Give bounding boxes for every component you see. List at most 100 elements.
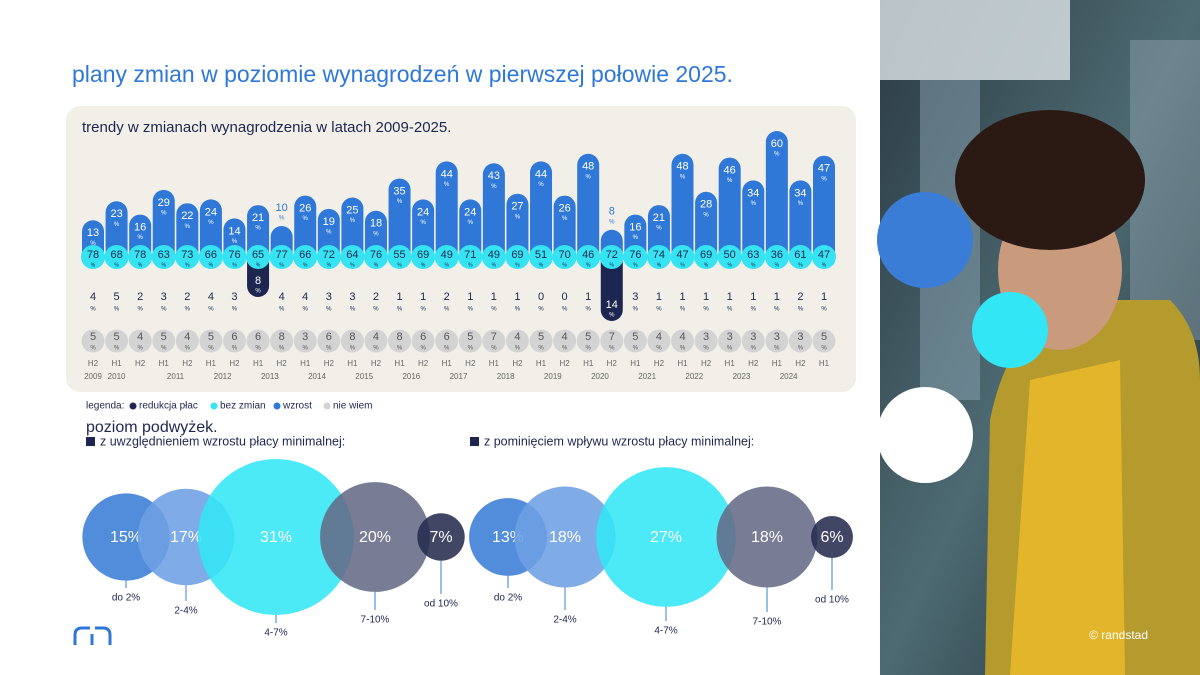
dont-know-dot: [765, 329, 789, 353]
unit-label: %: [137, 346, 143, 352]
unit-label: %: [609, 346, 615, 352]
decrease-label: 1: [396, 291, 402, 303]
period-label: H1: [206, 359, 217, 368]
period-label: H1: [159, 359, 170, 368]
increase-label: 8: [609, 206, 615, 218]
unit-label: %: [703, 346, 709, 352]
unit-label: %: [633, 346, 639, 352]
increase-label: 28: [700, 199, 712, 211]
raises-title: poziom podwyżek.: [86, 419, 218, 436]
dont-know-dot: [81, 329, 105, 353]
bubble-label: 20%: [359, 529, 391, 546]
unit-label: %: [774, 152, 780, 158]
bubble-label: 7%: [429, 529, 452, 546]
dont-know-label: 3: [774, 331, 780, 343]
decrease-label: 4: [90, 291, 96, 303]
increase-label: 27: [511, 201, 523, 213]
unit-label: %: [468, 307, 474, 313]
decrease-label: 2: [797, 291, 803, 303]
increase-bar: [742, 180, 765, 265]
decrease-label: 2: [444, 291, 450, 303]
unit-label: %: [680, 174, 686, 180]
unit-label: %: [656, 307, 662, 313]
unit-label: %: [326, 229, 332, 235]
unit-label: %: [656, 226, 662, 232]
no-change-dot: [104, 245, 129, 269]
dont-know-dot: [199, 329, 223, 353]
title: plany zmian w poziomie wynagrodzeń w pie…: [72, 61, 733, 87]
decrease-label: 1: [420, 291, 426, 303]
no-change-dot: [175, 245, 200, 269]
increase-label: 44: [535, 168, 547, 180]
dont-know-dot: [647, 329, 671, 353]
decrease-label: 1: [656, 291, 662, 303]
increase-bar: [388, 178, 411, 265]
unit-label: %: [114, 222, 120, 228]
dont-know-dot: [364, 329, 388, 353]
legend-title: legenda:: [86, 401, 124, 412]
dont-know-label: 5: [90, 331, 96, 343]
unit-label: %: [444, 346, 450, 352]
no-change-dot: [481, 245, 506, 269]
increase-label: 44: [441, 168, 453, 180]
unit-label: %: [774, 307, 780, 313]
bubble: [514, 486, 616, 588]
increase-label: 21: [653, 212, 665, 224]
unit-label: %: [586, 262, 591, 268]
unit-label: %: [161, 210, 167, 216]
period-label: H1: [300, 359, 311, 368]
year-label: 2009: [84, 372, 102, 381]
unit-label: %: [326, 346, 332, 352]
dont-know-label: 4: [514, 331, 520, 343]
decrease-label: 2: [137, 291, 143, 303]
dont-know-label: 5: [632, 331, 638, 343]
unit-label: %: [610, 262, 615, 268]
dont-know-label: 6: [255, 331, 261, 343]
decrease-label: 4: [208, 291, 214, 303]
unit-label: %: [444, 262, 449, 268]
increase-bar: [718, 157, 741, 265]
no-change-dot: [788, 245, 813, 269]
bubble-label: 15%: [110, 529, 142, 546]
unit-label: %: [822, 262, 827, 268]
dont-know-dot: [152, 329, 176, 353]
dont-know-dot: [788, 329, 812, 353]
period-label: H1: [253, 359, 264, 368]
dont-know-dot: [576, 329, 600, 353]
dont-know-label: 3: [727, 331, 733, 343]
increase-label: 22: [181, 210, 193, 222]
unit-label: %: [279, 216, 285, 222]
dont-know-label: 6: [420, 331, 426, 343]
increase-label: 43: [488, 170, 500, 182]
no-change-dot: [694, 245, 719, 269]
unit-label: %: [208, 220, 214, 226]
dont-know-label: 5: [821, 331, 827, 343]
no-change-dot: [599, 245, 624, 269]
period-label: H2: [229, 359, 240, 368]
decrease-label: 1: [585, 291, 591, 303]
decrease-label: 8: [255, 275, 261, 287]
period-label: H1: [442, 359, 453, 368]
unit-label: %: [420, 220, 426, 226]
decrease-label: 4: [279, 291, 285, 303]
increase-label: 16: [629, 222, 641, 234]
dont-know-dot: [270, 329, 294, 353]
unit-label: %: [138, 262, 143, 268]
legend-swatch: [129, 402, 137, 410]
decrease-label: 1: [491, 291, 497, 303]
unit-label: %: [255, 346, 261, 352]
increase-bar: [789, 180, 812, 265]
unit-label: %: [633, 235, 639, 241]
range-label: do 2%: [494, 593, 522, 604]
unit-label: %: [468, 262, 473, 268]
decrease-label: 3: [231, 291, 237, 303]
decrease-label: 14: [606, 299, 618, 311]
no-change-dot: [81, 245, 105, 269]
dont-know-dot: [718, 329, 742, 353]
decrease-label: 3: [326, 291, 332, 303]
period-label: H1: [489, 359, 500, 368]
decrease-label: 3: [632, 291, 638, 303]
no-change-dot: [623, 245, 648, 269]
year-label: 2024: [780, 372, 798, 381]
